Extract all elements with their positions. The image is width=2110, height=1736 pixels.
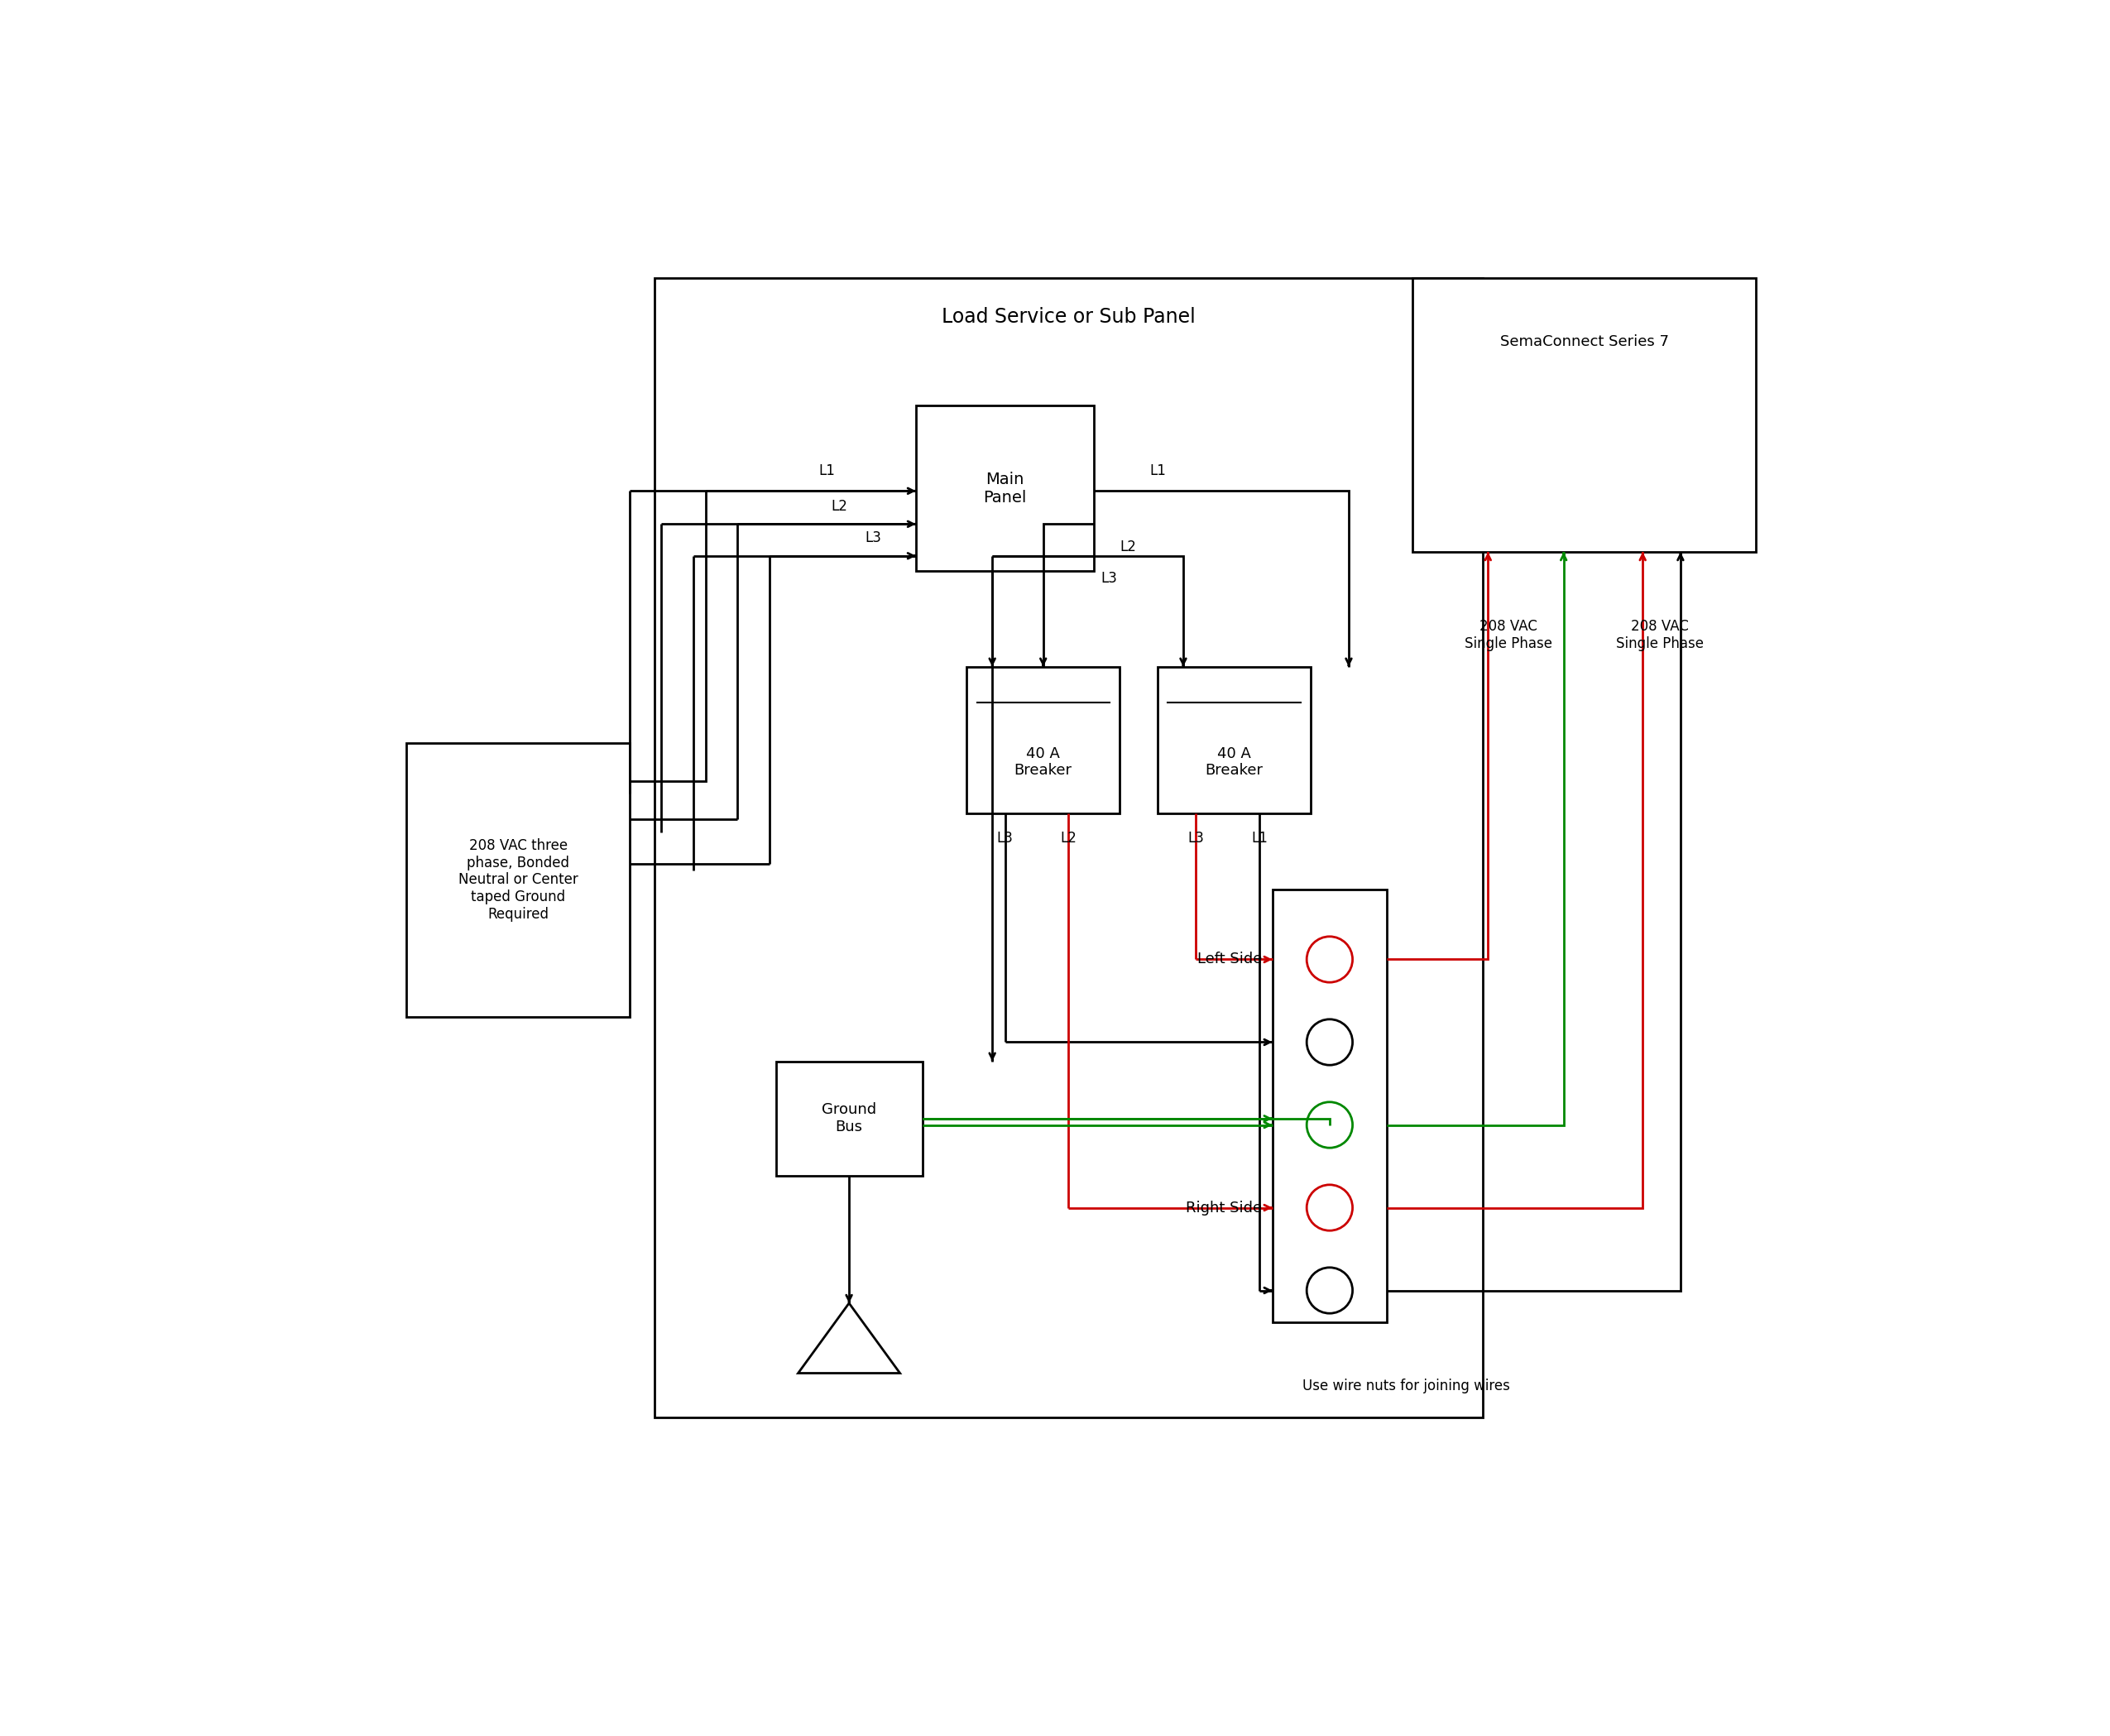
Bar <box>966 667 1120 812</box>
Text: L1: L1 <box>819 464 836 477</box>
Text: Ground
Bus: Ground Bus <box>821 1102 876 1135</box>
Text: Main
Panel: Main Panel <box>983 472 1028 505</box>
Text: L3: L3 <box>1101 571 1116 587</box>
Text: Load Service or Sub Panel: Load Service or Sub Panel <box>941 307 1196 326</box>
Text: Left Side: Left Side <box>1196 951 1262 967</box>
Text: L2: L2 <box>1120 540 1135 554</box>
Circle shape <box>1306 936 1353 983</box>
Text: 208 VAC three
phase, Bonded
Neutral or Center
taped Ground
Required: 208 VAC three phase, Bonded Neutral or C… <box>458 838 578 922</box>
Text: L3: L3 <box>1188 832 1205 845</box>
Text: SemaConnect Series 7: SemaConnect Series 7 <box>1500 335 1669 349</box>
Bar <box>1158 667 1310 812</box>
Bar <box>1272 889 1386 1323</box>
Circle shape <box>1306 1102 1353 1147</box>
Bar <box>1412 278 1756 552</box>
Text: L2: L2 <box>831 498 848 514</box>
Text: L3: L3 <box>865 531 882 545</box>
Circle shape <box>1306 1267 1353 1314</box>
Circle shape <box>1306 1019 1353 1066</box>
Text: Right Side: Right Side <box>1186 1200 1262 1215</box>
Bar <box>776 1061 922 1175</box>
Text: 40 A
Breaker: 40 A Breaker <box>1205 746 1264 778</box>
Text: L1: L1 <box>1150 464 1167 477</box>
Text: Use wire nuts for joining wires: Use wire nuts for joining wires <box>1302 1378 1511 1394</box>
Bar <box>916 406 1095 571</box>
Text: L3: L3 <box>996 832 1013 845</box>
Text: L1: L1 <box>1251 832 1268 845</box>
Text: L2: L2 <box>1061 832 1076 845</box>
Text: 208 VAC
Single Phase: 208 VAC Single Phase <box>1464 618 1553 651</box>
Circle shape <box>1306 1184 1353 1231</box>
Text: 40 A
Breaker: 40 A Breaker <box>1015 746 1072 778</box>
Bar <box>654 278 1483 1418</box>
Text: 208 VAC
Single Phase: 208 VAC Single Phase <box>1616 618 1703 651</box>
Bar <box>407 743 629 1017</box>
